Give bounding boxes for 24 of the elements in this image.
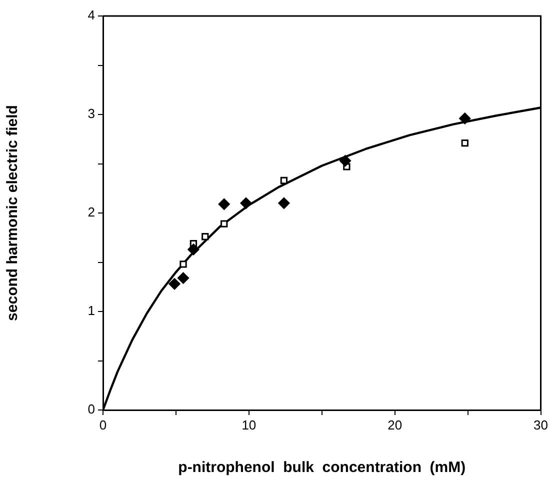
point (218, 198, 230, 210)
y-tick-label: 2 (88, 204, 95, 220)
point (202, 233, 209, 240)
x-tick-label: 30 (534, 417, 548, 432)
point (240, 197, 252, 209)
y-tick-label: 1 (88, 303, 95, 318)
point (188, 244, 200, 256)
point (168, 278, 180, 290)
point (178, 272, 190, 284)
point (339, 155, 351, 167)
y-axis-title: second harmonic electric field (4, 105, 22, 321)
y-tick-label: 3 (88, 106, 95, 122)
x-tick-label: 0 (99, 417, 107, 432)
x-tick-label: 20 (388, 417, 402, 432)
point (459, 112, 471, 124)
y-tick-label: 4 (88, 8, 95, 23)
point (280, 176, 288, 184)
x-tick-label: 10 (242, 417, 256, 432)
point (461, 139, 468, 147)
y-tick-label: 0 (88, 402, 95, 417)
point (220, 220, 228, 228)
point (278, 197, 290, 209)
x-axis-title: p-nitrophenol bulk concentration (mM) (178, 459, 466, 476)
point (180, 260, 187, 268)
